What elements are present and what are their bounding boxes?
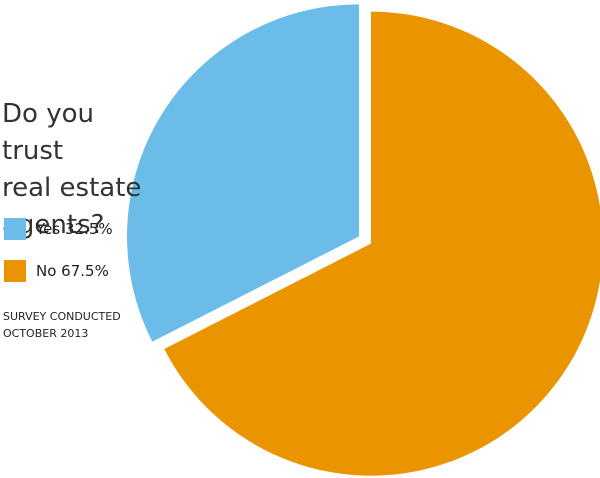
- chart-title-line-2: real estate: [2, 173, 142, 203]
- pie-slice-no: [164, 11, 600, 476]
- survey-note-line-2: OCTOBER 2013: [3, 327, 89, 340]
- chart-legend: Yes 32.5% No 67.5%: [4, 216, 113, 300]
- survey-note: SURVEY CONDUCTED OCTOBER 2013: [3, 308, 121, 342]
- pie-slice-yes: [127, 4, 360, 342]
- legend-item-yes: Yes 32.5%: [4, 216, 113, 242]
- legend-swatch-no: [4, 260, 26, 282]
- survey-note-line-1: SURVEY CONDUCTED: [3, 310, 121, 323]
- chart-title-line-1: Do you trust: [2, 99, 94, 166]
- legend-label-yes: Yes 32.5%: [36, 220, 113, 238]
- legend-swatch-yes: [4, 218, 26, 240]
- legend-label-no: No 67.5%: [36, 262, 109, 280]
- legend-item-no: No 67.5%: [4, 258, 113, 284]
